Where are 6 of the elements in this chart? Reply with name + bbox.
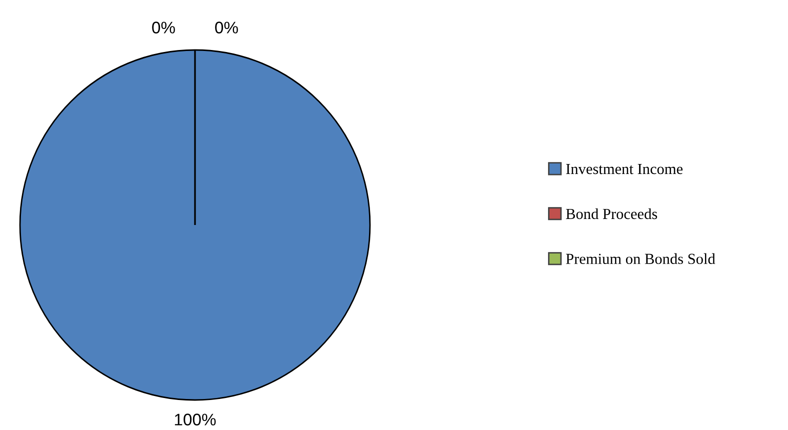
data-label: 100%	[174, 414, 216, 426]
legend-label: Premium on Bonds Sold	[566, 253, 716, 264]
legend-label: Bond Proceeds	[566, 208, 658, 220]
text: 0%	[152, 22, 175, 34]
legend-label: Investment Income	[566, 164, 683, 174]
text: 0%	[215, 22, 238, 34]
